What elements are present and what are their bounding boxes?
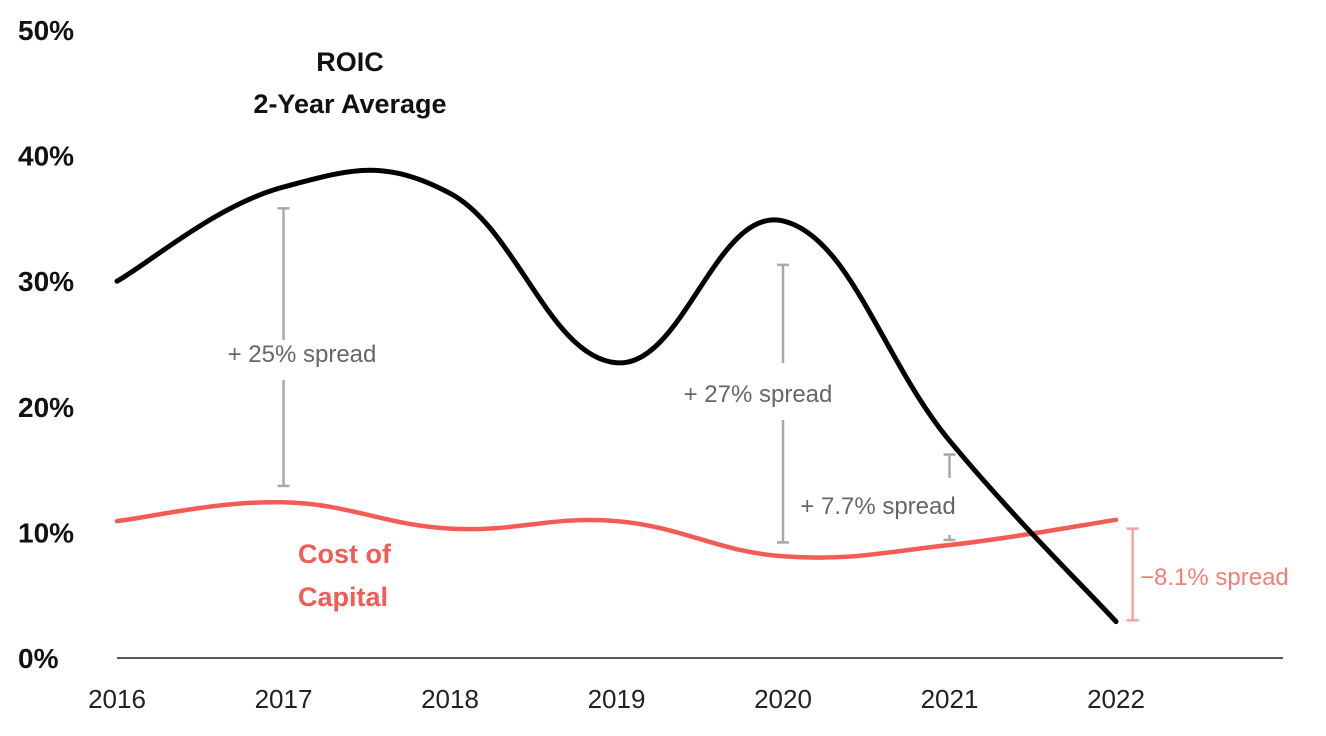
x-tick-label: 2022 — [1087, 684, 1145, 714]
x-tick-label: 2017 — [255, 684, 313, 714]
y-tick-label: 0% — [18, 643, 59, 674]
x-axis-tick-labels: 2016 2017 2018 2019 2020 2021 2022 — [88, 684, 1145, 714]
spread-label: + 25% spread — [228, 341, 377, 368]
series-labels: ROIC 2-Year Average Cost of Capital — [253, 47, 446, 612]
spread-bracket: + 27% spread — [684, 263, 833, 544]
cost-of-capital-label-line: Cost of — [298, 539, 392, 569]
y-axis-tick-labels: 0% 10% 20% 30% 40% 50% — [18, 15, 74, 674]
roic-line — [114, 167, 1119, 625]
roic-label-line: ROIC — [316, 47, 384, 77]
spread-bracket: + 25% spread — [228, 207, 377, 488]
spread-label: + 7.7% spread — [800, 493, 955, 520]
x-tick-label: 2019 — [588, 684, 646, 714]
x-tick-label: 2018 — [421, 684, 479, 714]
x-tick-label: 2021 — [921, 684, 979, 714]
y-tick-label: 10% — [18, 517, 74, 548]
spread-bracket: + 7.7% spread — [800, 453, 956, 542]
y-tick-label: 30% — [18, 266, 74, 297]
spread-bracket: −8.1% spread — [1126, 527, 1289, 622]
y-tick-label: 20% — [18, 392, 74, 423]
spread-label: −8.1% spread — [1140, 564, 1289, 591]
y-tick-label: 40% — [18, 141, 74, 172]
cost-of-capital-line — [114, 499, 1119, 560]
y-tick-label: 50% — [18, 15, 74, 46]
series-lines — [114, 167, 1119, 625]
roic-label-line: 2-Year Average — [253, 89, 446, 119]
spread-annotations: + 25% spread + 27% spread + 7.7% spread −8.… — [228, 207, 1289, 622]
x-tick-label: 2016 — [88, 684, 146, 714]
x-tick-label: 2020 — [754, 684, 812, 714]
spread-label: + 27% spread — [684, 381, 833, 408]
cost-of-capital-label-line: Capital — [298, 582, 388, 612]
